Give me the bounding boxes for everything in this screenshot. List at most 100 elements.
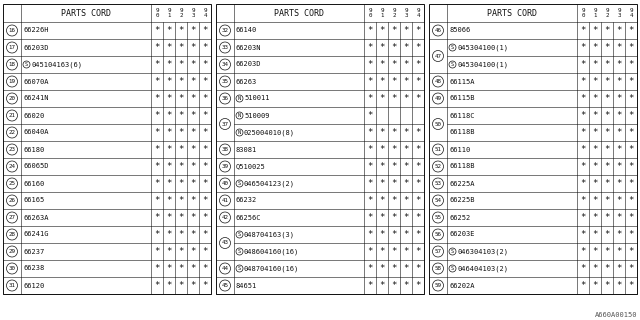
Text: 47: 47	[435, 53, 442, 59]
Text: 66065D: 66065D	[23, 164, 49, 170]
Text: S: S	[238, 266, 241, 271]
Text: *: *	[592, 264, 598, 273]
Text: *: *	[604, 281, 610, 290]
Text: *: *	[166, 196, 172, 205]
Text: *: *	[415, 128, 420, 137]
Text: *: *	[367, 230, 372, 239]
Text: *: *	[380, 60, 385, 69]
Text: *: *	[415, 230, 420, 239]
Text: *: *	[190, 43, 196, 52]
Text: *: *	[202, 128, 208, 137]
Text: *: *	[628, 247, 634, 256]
Text: 9
2: 9 2	[179, 8, 183, 18]
Text: 33: 33	[221, 45, 228, 50]
Text: 66180: 66180	[23, 147, 44, 153]
Text: *: *	[592, 179, 598, 188]
Text: 66225A: 66225A	[449, 180, 474, 187]
Text: *: *	[403, 60, 409, 69]
Text: *: *	[154, 26, 160, 35]
Text: *: *	[179, 264, 184, 273]
Text: *: *	[415, 281, 420, 290]
Text: *: *	[154, 77, 160, 86]
Text: *: *	[580, 145, 586, 154]
Text: *: *	[190, 162, 196, 171]
Text: 9
1: 9 1	[593, 8, 596, 18]
Text: 9
1: 9 1	[167, 8, 171, 18]
Text: *: *	[391, 145, 397, 154]
Text: *: *	[179, 145, 184, 154]
Text: *: *	[403, 264, 409, 273]
Text: *: *	[154, 60, 160, 69]
Text: 50: 50	[435, 122, 442, 126]
Text: *: *	[166, 230, 172, 239]
Text: *: *	[202, 43, 208, 52]
Text: *: *	[592, 281, 598, 290]
Text: *: *	[403, 162, 409, 171]
Text: 21: 21	[8, 113, 15, 118]
Text: *: *	[415, 179, 420, 188]
Text: *: *	[628, 213, 634, 222]
Text: *: *	[580, 196, 586, 205]
Text: *: *	[391, 264, 397, 273]
Text: *: *	[367, 162, 372, 171]
Text: *: *	[367, 213, 372, 222]
Text: *: *	[380, 247, 385, 256]
Text: 85066: 85066	[449, 28, 470, 34]
Text: *: *	[166, 179, 172, 188]
Text: *: *	[391, 94, 397, 103]
Text: *: *	[616, 60, 621, 69]
Text: 66165: 66165	[23, 197, 44, 204]
Text: *: *	[190, 111, 196, 120]
Text: *: *	[628, 264, 634, 273]
Text: *: *	[403, 43, 409, 52]
Text: *: *	[604, 43, 610, 52]
Text: 22: 22	[8, 130, 15, 135]
Text: *: *	[415, 196, 420, 205]
Text: 23: 23	[8, 147, 15, 152]
Text: 39: 39	[221, 164, 228, 169]
Text: *: *	[604, 247, 610, 256]
Text: *: *	[616, 247, 621, 256]
Text: *: *	[190, 128, 196, 137]
Text: 66252: 66252	[449, 214, 470, 220]
Text: *: *	[580, 247, 586, 256]
Text: *: *	[154, 162, 160, 171]
Text: *: *	[154, 196, 160, 205]
Text: 32: 32	[221, 28, 228, 33]
Text: 28: 28	[8, 232, 15, 237]
Text: *: *	[202, 77, 208, 86]
Text: *: *	[391, 230, 397, 239]
Text: *: *	[604, 77, 610, 86]
Text: *: *	[616, 145, 621, 154]
Text: *: *	[415, 43, 420, 52]
Text: *: *	[202, 213, 208, 222]
Text: *: *	[403, 281, 409, 290]
Text: 9
0: 9 0	[156, 8, 159, 18]
Text: 046504123(2): 046504123(2)	[244, 180, 295, 187]
Text: *: *	[616, 128, 621, 137]
Text: 66020: 66020	[23, 113, 44, 118]
Text: 66226H: 66226H	[23, 28, 49, 34]
Text: *: *	[367, 128, 372, 137]
Text: *: *	[380, 26, 385, 35]
Text: PARTS CORD: PARTS CORD	[274, 9, 324, 18]
Text: *: *	[628, 94, 634, 103]
Text: 510011: 510011	[244, 95, 269, 101]
Text: *: *	[367, 281, 372, 290]
Text: *: *	[604, 162, 610, 171]
Text: *: *	[628, 43, 634, 52]
Text: *: *	[616, 43, 621, 52]
Text: 44: 44	[221, 266, 228, 271]
Text: *: *	[202, 145, 208, 154]
Text: 048704160(16): 048704160(16)	[244, 265, 300, 272]
Text: *: *	[580, 281, 586, 290]
Text: *: *	[403, 77, 409, 86]
Text: *: *	[190, 213, 196, 222]
Text: 66232: 66232	[236, 197, 257, 204]
Text: *: *	[628, 196, 634, 205]
Text: *: *	[616, 77, 621, 86]
Text: *: *	[592, 60, 598, 69]
Text: 25: 25	[8, 181, 15, 186]
Text: *: *	[166, 111, 172, 120]
Text: S: S	[451, 45, 454, 50]
